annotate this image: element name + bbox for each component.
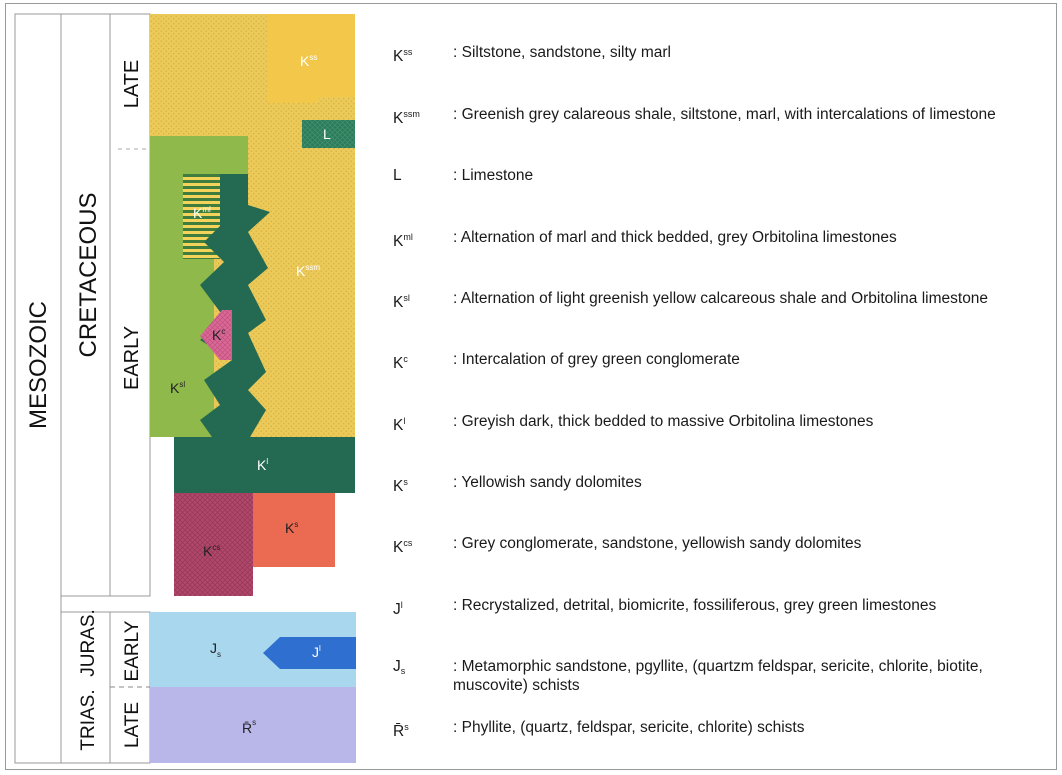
legend-description: : Limestone <box>453 167 534 184</box>
legend-description: : Alternation of marl and thick bedded, … <box>453 229 897 246</box>
label-unit-ks: Ks <box>285 520 298 536</box>
label-unit-kc: Kc <box>212 327 225 343</box>
legend-code-base: K <box>393 478 404 495</box>
unit-ks <box>253 493 335 567</box>
legend-code-sup: s <box>403 477 408 487</box>
legend-code-base: J <box>393 601 401 618</box>
unit-kss <box>267 14 355 103</box>
legend-code-base: J <box>393 658 401 675</box>
legend-code-base: K <box>393 233 404 250</box>
legend: Kss: Siltstone, sandstone, silty marl Kss… <box>393 0 1058 775</box>
label-trias: TRIAS. <box>78 689 99 750</box>
legend-description: : Alternation of light greenish yellow c… <box>453 290 989 307</box>
legend-description: : Yellowish sandy dolomites <box>453 474 642 491</box>
legend-code: Kl <box>393 412 453 435</box>
legend-description: : Greenish grey calareous shale, siltsto… <box>453 106 996 123</box>
legend-code: Ksl <box>393 289 453 312</box>
legend-code: R̄s <box>393 718 453 741</box>
legend-code-sup: sl <box>403 293 410 303</box>
label-mesozoic: MESOZOIC <box>25 301 52 429</box>
legend-description: : Metamorphic sandstone, pgyllite, (quar… <box>453 658 983 694</box>
legend-code-base: K <box>393 539 404 556</box>
legend-code-base: K <box>393 48 404 65</box>
legend-code-sup: ml <box>403 232 413 242</box>
label-late-trias: LATE <box>122 702 143 748</box>
legend-code-sup: l <box>400 600 403 610</box>
label-cretaceous: CRETACEOUS <box>75 193 102 358</box>
label-early-juras: EARLY <box>122 620 143 681</box>
label-juras: JURAS. <box>78 609 99 677</box>
legend-code: Js <box>393 657 453 681</box>
legend-code-sup: ssm <box>403 109 420 119</box>
diagram-frame <box>5 3 1057 770</box>
unit-l <box>302 120 355 148</box>
unit-kc <box>200 310 232 360</box>
legend-code: Kml <box>393 228 453 251</box>
legend-code-sup: s <box>404 722 409 732</box>
legend-code-base: K <box>393 417 404 434</box>
legend-code-sup: c <box>403 354 408 364</box>
legend-description: : Greyish dark, thick bedded to massive … <box>453 413 874 430</box>
unit-kl <box>174 174 355 493</box>
legend-code-sub: s <box>400 666 406 676</box>
label-unit-kl: Kl <box>257 457 268 473</box>
label-unit-kssm: Kssm <box>296 263 320 279</box>
label-early-cretaceous: EARLY <box>121 326 143 390</box>
legend-description: : Recrystalized, detrital, biomicrite, f… <box>453 597 937 614</box>
unit-ksl <box>150 136 248 437</box>
legend-description: : Intercalation of grey green conglomera… <box>453 351 740 368</box>
label-unit-kml: Kml <box>193 205 211 221</box>
legend-code-base: L <box>393 167 402 184</box>
legend-description: : Grey conglomerate, sandstone, yellowis… <box>453 535 862 552</box>
legend-code-sup: cs <box>403 538 413 548</box>
label-unit-ksl: Ksl <box>170 380 185 396</box>
label-unit-trs: R̄s <box>242 718 256 736</box>
legend-code: L <box>393 166 453 185</box>
legend-code: Kss <box>393 43 453 66</box>
legend-code-base: R̄ <box>393 723 405 740</box>
label-unit-kss: Kss <box>300 53 317 69</box>
label-unit-js: Js <box>210 640 221 659</box>
legend-code: Kc <box>393 350 453 373</box>
legend-description: : Siltstone, sandstone, silty marl <box>453 44 671 61</box>
unit-trs <box>150 687 356 763</box>
unit-kcs <box>174 493 253 596</box>
legend-code-base: K <box>393 294 404 311</box>
legend-code: Jl <box>393 596 453 619</box>
legend-code-sup: ss <box>403 47 413 57</box>
label-unit-jl: Jl <box>312 644 321 660</box>
legend-code-sup: l <box>403 416 406 426</box>
legend-code-base: K <box>393 110 404 127</box>
label-unit-l: L <box>323 126 331 142</box>
legend-code-base: K <box>393 355 404 372</box>
legend-description: : Phyllite, (quartz, feldspar, sericite,… <box>453 719 805 736</box>
unit-jl <box>263 637 356 669</box>
stratigraphic-column: MESOZOIC CRETACEOUS LATE EARLY TRIAS. JU… <box>14 13 356 764</box>
legend-code: Kssm <box>393 105 453 128</box>
legend-code: Kcs <box>393 534 453 557</box>
legend-code: Ks <box>393 473 453 496</box>
label-late-cretaceous: LATE <box>121 60 143 109</box>
label-unit-kcs: Kcs <box>203 543 220 559</box>
